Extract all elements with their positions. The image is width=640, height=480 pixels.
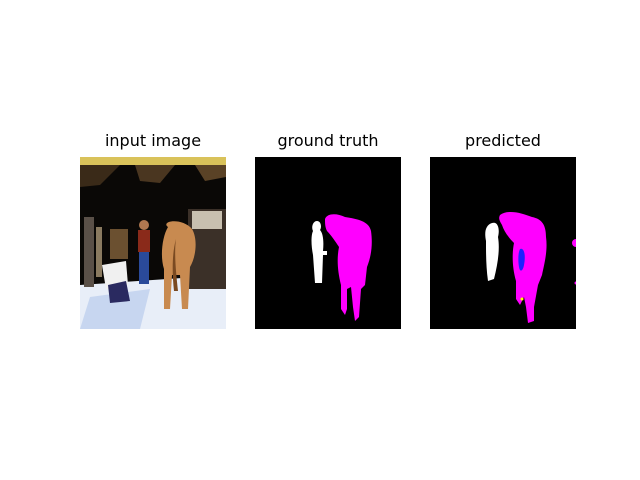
wall-post	[84, 217, 94, 287]
pred-background	[430, 157, 576, 329]
barrel	[110, 229, 128, 259]
ground-truth-svg	[255, 157, 401, 329]
person-shirt	[138, 230, 150, 252]
ceiling-beam-right	[195, 165, 226, 181]
predicted-mask	[430, 157, 576, 329]
floor-shadow	[80, 289, 150, 329]
predicted-svg	[430, 157, 576, 329]
ground-truth-mask	[255, 157, 401, 329]
pred-other-mask	[518, 248, 525, 271]
pred-person-mask	[485, 222, 499, 281]
ceiling-beam-mid	[135, 165, 175, 183]
horse-body	[161, 221, 196, 309]
input-image-title: input image	[104, 131, 202, 150]
ground-truth-title: ground truth	[277, 131, 379, 150]
gt-horse-mask	[325, 214, 372, 321]
horse-tail	[172, 239, 178, 291]
chair-cloth	[108, 281, 130, 303]
input-photo	[80, 157, 226, 329]
pred-speck	[520, 297, 524, 301]
gt-background	[255, 157, 401, 329]
ceiling-beam-left	[80, 165, 120, 187]
tool-rack	[96, 227, 102, 277]
person-jeans	[139, 252, 149, 284]
input-image	[80, 157, 226, 329]
gt-person-mask	[311, 221, 327, 283]
stall-window	[192, 211, 222, 229]
predicted-title: predicted	[465, 131, 541, 150]
pred-edge-dot	[574, 281, 576, 285]
pred-edge-blob	[572, 239, 576, 247]
ceiling-light	[80, 157, 226, 165]
person-head	[139, 220, 149, 230]
